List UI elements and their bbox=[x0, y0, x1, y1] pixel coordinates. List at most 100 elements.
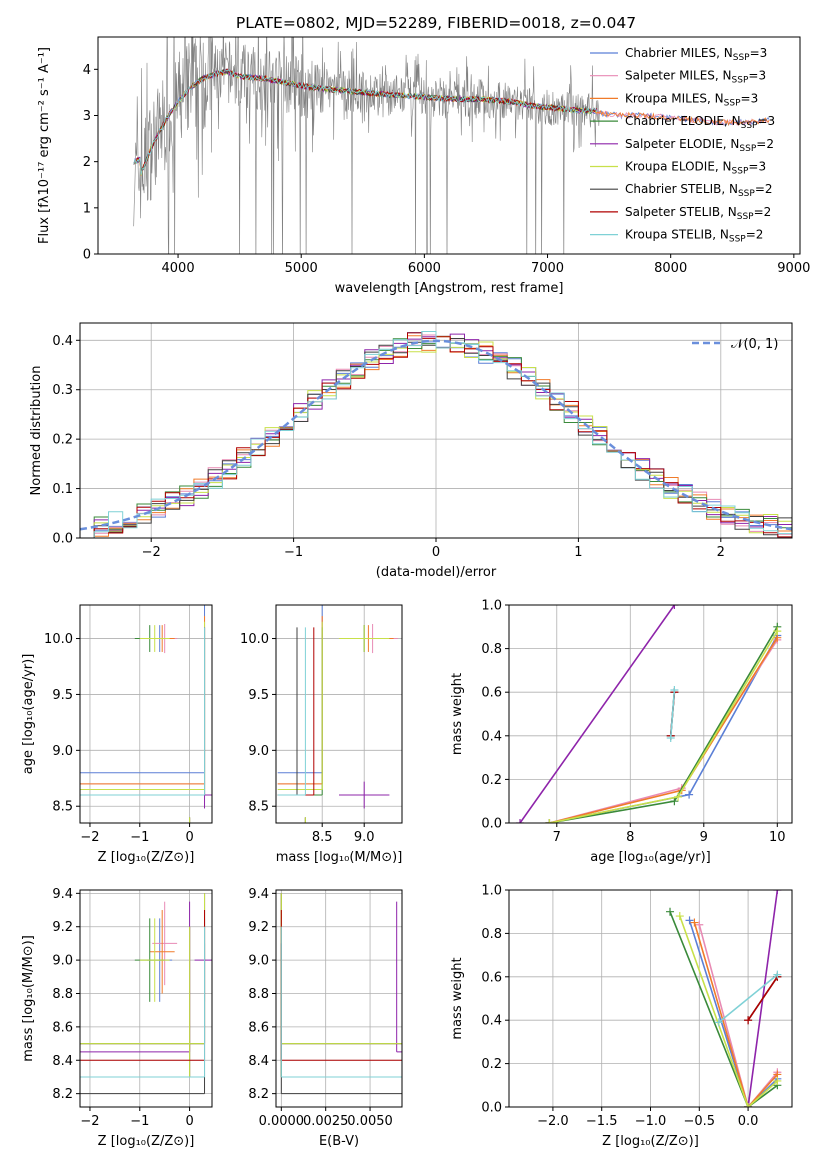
y-tick-label: 1.0 bbox=[481, 599, 502, 614]
panel-age-vs-Z: −2 −1 0 8.5 9.0 9.5 10.0 Z [log₁₀(Z/Z⊙)] age [lo… bbox=[21, 604, 213, 865]
y-axis-label: Normed distribution bbox=[29, 366, 44, 496]
panel-residuals: −2 −1 0 1 2 0.0 0.1 0.2 0.3 0.4 (data-model)/error… bbox=[29, 322, 793, 580]
y-tick-label: 9.2 bbox=[52, 920, 73, 935]
plot-area-weight-vs-Z bbox=[666, 890, 782, 1107]
legend-entry: Chabrier MILES, NSSP=3 bbox=[625, 46, 767, 63]
axes-frame bbox=[508, 604, 793, 824]
y-axis-label: Flux [fλ10⁻¹⁷ erg cm⁻² s⁻¹ A⁻¹] bbox=[37, 47, 52, 244]
weight-line bbox=[669, 911, 778, 1107]
y-tick-label: 8.4 bbox=[52, 1054, 73, 1069]
x-axis-label: (data-model)/error bbox=[376, 565, 497, 580]
normal-curve bbox=[80, 339, 792, 531]
legend-entry: Salpeter ELODIE, NSSP=2 bbox=[625, 137, 774, 154]
y-tick-label: 9.4 bbox=[52, 887, 73, 902]
weight-marker bbox=[670, 686, 679, 695]
y-tick-label: 0.2 bbox=[481, 773, 502, 788]
y-tick-label: 0.8 bbox=[481, 927, 502, 942]
plot-area-residuals bbox=[80, 331, 792, 538]
weight-marker bbox=[773, 890, 782, 894]
plot-area-mass-vs-EBV bbox=[280, 893, 402, 1095]
weight-line bbox=[669, 689, 676, 739]
x-axis-label: mass [log₁₀(M/M⊙)] bbox=[276, 850, 403, 865]
y-tick-label: 9.0 bbox=[248, 744, 269, 759]
x-tick-label: 0.0050 bbox=[347, 1114, 393, 1129]
panels: 4000 5000 6000 7000 8000 900001234wavelength … bbox=[21, 36, 810, 1149]
weight-marker bbox=[670, 797, 679, 806]
x-tick-label: 0 bbox=[185, 830, 193, 845]
y-tick-label: 0.6 bbox=[481, 970, 502, 985]
legend-entry: Kroupa MILES, NSSP=3 bbox=[625, 91, 758, 108]
y-tick-label: 0.1 bbox=[52, 482, 73, 497]
y-tick-label: 8.8 bbox=[52, 987, 73, 1002]
legend-entry: Salpeter MILES, NSSP=3 bbox=[625, 69, 766, 86]
weight-marker bbox=[744, 1016, 753, 1025]
x-tick-label: 1 bbox=[574, 545, 582, 560]
legend-entry: Salpeter STELIB, NSSP=2 bbox=[625, 205, 771, 222]
plot-area-spectrum bbox=[133, 37, 770, 254]
figure-title: PLATE=0802, MJD=52289, FIBERID=0018, z=0… bbox=[236, 14, 636, 32]
weight-line bbox=[688, 920, 778, 1107]
plot-area-mass-vs-Z bbox=[80, 893, 212, 1095]
y-axis-label: mass weight bbox=[450, 957, 465, 1039]
y-tick-label: 4 bbox=[83, 63, 91, 78]
weight-marker bbox=[674, 792, 683, 801]
model-spectrum bbox=[133, 68, 598, 174]
panel-spectrum: 4000 5000 6000 7000 8000 9000 0 1 2 3 4 wavelength … bbox=[37, 36, 810, 296]
panel-mass-vs-Z: −2 −1 0 8.2 8.4 8.6 8.8 9.0 9.2 9.4 Z [log₁₀(Z/Z⊙)… bbox=[21, 887, 213, 1149]
x-tick-label: −1.5 bbox=[586, 1114, 618, 1129]
legend-entry: Chabrier STELIB, NSSP=2 bbox=[625, 182, 773, 199]
x-tick-label: 2 bbox=[717, 545, 725, 560]
weight-line bbox=[698, 924, 779, 1107]
y-tick-label: 0.0 bbox=[52, 532, 73, 547]
weight-marker bbox=[695, 920, 704, 929]
y-tick-label: 8.2 bbox=[248, 1087, 269, 1102]
y-tick-label: 8.6 bbox=[52, 1020, 73, 1035]
x-tick-label: 7 bbox=[553, 830, 561, 845]
y-tick-label: 0.2 bbox=[481, 1057, 502, 1072]
x-tick-label: −0.5 bbox=[684, 1114, 716, 1129]
x-tick-label: 9.0 bbox=[354, 830, 375, 845]
x-axis-label: E(B-V) bbox=[319, 1134, 359, 1149]
y-tick-label: 10.0 bbox=[240, 632, 269, 647]
legend-entry: Kroupa STELIB, NSSP=2 bbox=[625, 228, 763, 245]
x-tick-label: 0 bbox=[185, 1114, 193, 1129]
y-tick-label: 0.8 bbox=[481, 642, 502, 657]
x-axis-label: age [log₁₀(age/yr)] bbox=[590, 850, 711, 865]
residual-histogram bbox=[80, 336, 792, 538]
y-tick-label: 10.0 bbox=[44, 632, 73, 647]
legend-entry: Kroupa ELODIE, NSSP=3 bbox=[625, 160, 766, 177]
panel-weight-vs-age: 7 8 9 10 0.0 0.2 0.4 0.6 0.8 1.0 age [log₁₀(age/yr… bbox=[450, 599, 793, 865]
plot-area-age-vs-Z bbox=[80, 605, 212, 823]
y-tick-label: 9.0 bbox=[248, 954, 269, 969]
x-tick-label: 0 bbox=[432, 545, 440, 560]
axes-frame bbox=[97, 36, 801, 255]
axes-frame bbox=[79, 604, 213, 824]
weight-marker bbox=[516, 819, 525, 823]
x-tick-label: −1 bbox=[130, 1114, 149, 1129]
weight-marker bbox=[773, 627, 782, 636]
plot-area-age-vs-mass bbox=[277, 605, 398, 823]
weight-marker bbox=[545, 819, 554, 823]
weight-marker bbox=[744, 1103, 753, 1107]
x-tick-label: −2 bbox=[80, 1114, 99, 1129]
weight-marker bbox=[714, 1018, 723, 1027]
x-tick-label: −2 bbox=[80, 830, 99, 845]
weight-marker bbox=[690, 918, 699, 927]
x-tick-label: 9000 bbox=[777, 261, 810, 276]
legend-entry: Chabrier ELODIE, NSSP=3 bbox=[625, 114, 775, 131]
panel-weight-vs-Z: −2.0 −1.5 −1.0 −0.5 0.0 0.0 0.2 0.4 0.6 0.8 1.0 Z [… bbox=[450, 884, 793, 1149]
weight-line bbox=[549, 637, 778, 823]
x-tick-label: 7000 bbox=[531, 261, 564, 276]
y-axis-label: mass [log₁₀(M/M⊙)] bbox=[21, 935, 36, 1062]
legend-entry: 𝒩(0, 1) bbox=[731, 337, 778, 352]
x-tick-label: −1.0 bbox=[635, 1114, 667, 1129]
x-axis-label: Z [log₁₀(Z/Z⊙)] bbox=[602, 1134, 699, 1149]
y-tick-label: 0 bbox=[83, 248, 91, 263]
y-tick-label: 8.5 bbox=[52, 800, 73, 815]
y-tick-label: 0.0 bbox=[481, 817, 502, 832]
y-tick-label: 0.4 bbox=[481, 729, 502, 744]
panel-age-vs-mass: 8.5 9.0 8.5 9.0 9.5 10.0 mass [log₁₀(M/M⊙)] bbox=[240, 604, 403, 865]
x-tick-label: 10 bbox=[769, 830, 786, 845]
weight-marker bbox=[670, 605, 679, 609]
weight-marker bbox=[666, 907, 675, 916]
